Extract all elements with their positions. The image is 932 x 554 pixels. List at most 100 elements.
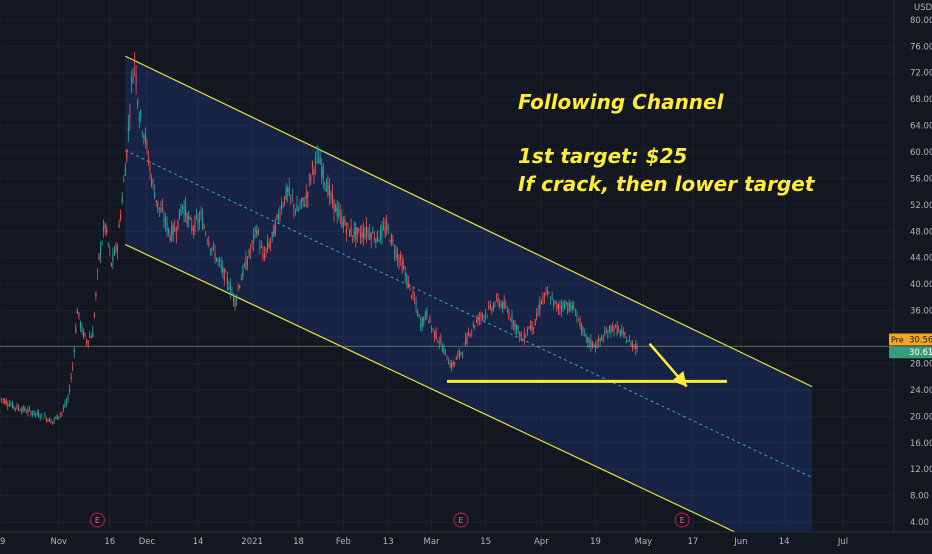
candle-body — [455, 357, 457, 360]
candle-body — [525, 336, 527, 338]
time-tick-label: Feb — [336, 537, 351, 547]
candle-body — [577, 318, 580, 320]
channel-lower-line[interactable] — [125, 243, 812, 554]
candle-body — [50, 420, 52, 424]
time-tick-label: 2021 — [241, 537, 263, 547]
candle-body — [308, 177, 310, 179]
price-tick-label: 20.00 — [910, 412, 932, 422]
candle-body — [390, 234, 392, 245]
candle-body — [123, 180, 125, 182]
candle-body — [99, 246, 102, 255]
annotation-text[interactable]: Following Channel 1st target: $25 If cra… — [518, 90, 816, 196]
candle-body — [514, 323, 516, 330]
time-axis[interactable]: 19 Nov 16 Dec 14 2021 18 Feb 13 Mar 15 Apr 19 May 17 Ju… — [0, 531, 932, 550]
candle-body — [587, 337, 589, 343]
candle-body — [546, 291, 549, 294]
candle-body — [310, 176, 312, 181]
candle-body — [70, 376, 72, 379]
down-arrow-head[interactable] — [671, 370, 687, 387]
candle-body — [240, 278, 242, 281]
time-tick-label: 14 — [779, 537, 790, 547]
candle-body — [93, 314, 95, 318]
candle-body — [120, 214, 122, 219]
candle-body — [457, 353, 459, 356]
candle-body — [529, 324, 532, 329]
candle-body — [482, 315, 484, 317]
time-tick-label: 15 — [480, 537, 491, 547]
candle-body — [194, 218, 196, 232]
candle-body — [72, 366, 74, 368]
candle-body — [236, 297, 238, 300]
candle-body — [381, 226, 383, 238]
candle-body — [137, 99, 139, 105]
candle-body — [39, 417, 41, 419]
earnings-marker[interactable] — [674, 512, 690, 528]
candle-body — [630, 341, 632, 347]
candle-body — [468, 333, 470, 335]
candle-body — [110, 262, 112, 266]
candle-body — [607, 333, 609, 337]
annotation-following-channel[interactable]: Following Channel — [518, 90, 725, 114]
candle-body — [28, 408, 30, 410]
candle-body — [299, 204, 301, 208]
candle-body — [495, 296, 498, 298]
time-tick-label: Jun — [733, 537, 747, 547]
candle-body — [407, 281, 409, 289]
candle-body — [246, 260, 249, 265]
candle-body — [245, 258, 247, 270]
candle-body — [24, 407, 26, 411]
grid-lines — [0, 0, 894, 532]
candle-body — [369, 232, 371, 238]
candle-body — [627, 340, 629, 342]
earnings-marker[interactable] — [453, 512, 469, 528]
parallel-channel[interactable] — [125, 55, 813, 554]
candle-body — [406, 275, 408, 285]
drawing-overlays[interactable] — [0, 342, 894, 388]
channel-fill — [125, 56, 812, 554]
candle-body — [160, 208, 162, 213]
annotation-lower-target[interactable]: If crack, then lower target — [518, 172, 816, 196]
candle-body — [13, 406, 15, 408]
candle-body — [149, 166, 151, 170]
candle-body — [288, 187, 290, 196]
candle-body — [161, 207, 163, 211]
candle-body — [146, 141, 148, 146]
candle-body — [48, 418, 51, 422]
candle-body — [531, 321, 533, 330]
earnings-marker[interactable] — [89, 512, 105, 528]
candle-body — [548, 293, 550, 295]
candle-body — [372, 231, 374, 234]
candle-body — [52, 421, 54, 423]
time-axis-background — [0, 532, 894, 550]
candle-body — [396, 253, 399, 259]
candle-body — [540, 301, 542, 305]
candle-body — [311, 162, 313, 167]
price-axis-background — [894, 0, 932, 532]
candle-body — [418, 314, 420, 316]
candle-body — [284, 196, 286, 204]
candle-body — [324, 183, 326, 186]
candle-body — [164, 216, 167, 224]
candle-body — [7, 404, 9, 406]
candle-body — [211, 247, 213, 251]
current-price-label: 30.61 — [909, 348, 932, 358]
candle-body — [404, 272, 406, 275]
candle-body — [290, 194, 292, 196]
candle-body — [126, 149, 128, 160]
candle-body — [619, 330, 621, 336]
candlestick-series — [0, 52, 638, 426]
channel-upper-line[interactable] — [125, 55, 813, 388]
candle-body — [466, 334, 468, 344]
price-tick-label: 48.00 — [910, 227, 932, 237]
price-axis[interactable]: USD 4.008.0012.0016.0020.0024.0028.0032.… — [889, 0, 932, 532]
price-tick-label: 16.00 — [910, 439, 932, 449]
candle-body — [82, 330, 85, 337]
candle-body — [192, 227, 194, 230]
annotation-first-target[interactable]: 1st target: $25 — [518, 144, 687, 168]
channel-middle-line[interactable] — [125, 149, 813, 478]
candle-body — [602, 338, 604, 342]
candle-body — [155, 199, 157, 202]
